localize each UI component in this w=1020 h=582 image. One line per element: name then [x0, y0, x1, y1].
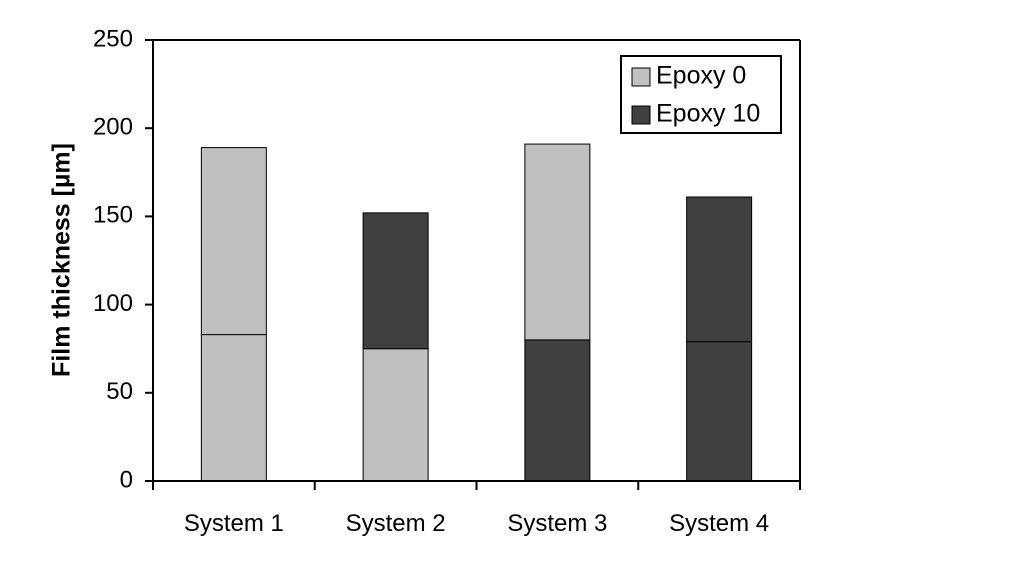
- y-tick-label: 50: [106, 378, 133, 405]
- y-axis-title: Film thickness [µm]: [48, 143, 76, 377]
- legend-label: Epoxy 0: [656, 62, 746, 90]
- axes-group: [152, 39, 801, 482]
- x-category-label: System 1: [184, 510, 284, 537]
- legend: Epoxy 0 Epoxy 10: [620, 55, 782, 134]
- y-ticks-group: 0 50 100 150 200 250: [93, 25, 153, 493]
- x-category-label: System 3: [507, 510, 607, 537]
- bar-segment: [524, 143, 591, 341]
- x-category-label: System 2: [346, 510, 446, 537]
- bars-group: [200, 143, 753, 482]
- bar-segment: [686, 341, 753, 482]
- y-tick-label: 100: [93, 290, 133, 317]
- bar-segment: [200, 334, 267, 482]
- legend-swatch: [631, 67, 651, 87]
- x-ticks-group: System 1 System 2 System 3 System 4: [152, 481, 801, 537]
- y-tick-label: 200: [93, 114, 133, 141]
- legend-swatch: [631, 105, 651, 125]
- y-tick-label: 250: [93, 25, 133, 52]
- x-category-label: System 4: [669, 510, 769, 537]
- legend-label: Epoxy 10: [656, 100, 760, 128]
- bar-segment: [362, 212, 429, 350]
- bar-segment: [686, 196, 753, 343]
- y-tick-label: 0: [120, 466, 133, 493]
- bar-segment: [362, 348, 429, 482]
- bar-segment: [524, 339, 591, 482]
- y-tick-label: 150: [93, 202, 133, 229]
- bar-segment: [200, 147, 267, 336]
